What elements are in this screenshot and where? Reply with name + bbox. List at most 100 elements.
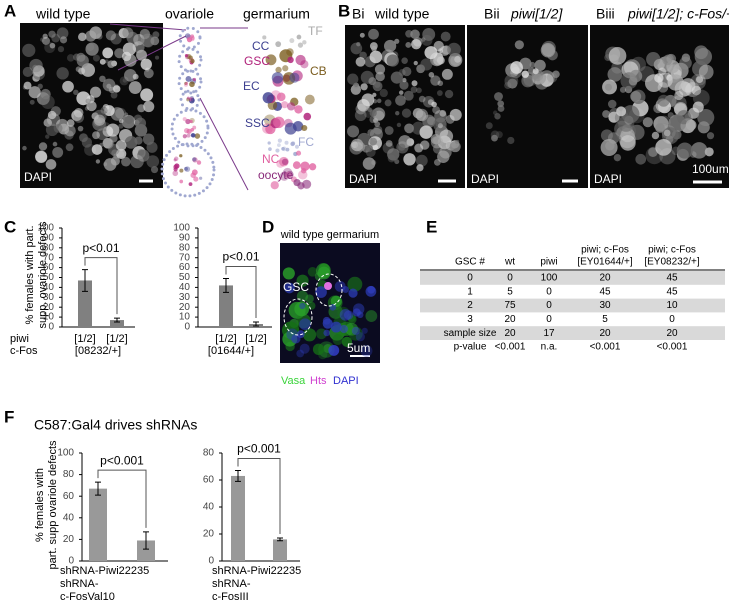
texture [302,179,312,189]
texture [190,58,195,64]
texture [343,310,354,320]
texture [118,118,124,124]
texture [66,119,75,127]
texture [124,136,138,149]
follicle [206,152,210,156]
texture [347,125,360,138]
texture [302,328,317,342]
follicle [198,35,202,39]
y-tick-label: 80 [63,469,75,480]
table-cell: 2 [467,300,473,311]
texture [620,135,636,151]
follicle [180,103,184,107]
stain-label: DAPI [24,170,52,184]
y-tick-label: 70 [179,252,191,263]
follicle [198,63,202,67]
texture [415,110,427,121]
texture [332,334,344,345]
texture [106,123,120,137]
zoom-line [199,97,249,191]
texture [280,101,289,109]
table-header: piwi [540,257,557,268]
texture [679,56,692,70]
follicle [186,69,190,73]
y-axis-label: supp. ovariole defects [37,221,49,329]
scale-label: 100um [692,162,729,176]
y-tick-label: 10 [43,312,55,323]
texture [76,54,89,67]
texture [494,113,501,120]
follicle [208,182,212,186]
texture [371,45,377,52]
follicle [193,193,197,197]
cell-label: SSC [245,116,270,130]
texture [323,329,330,337]
texture [45,123,59,137]
table-cell: 30 [599,300,611,311]
texture [403,90,414,101]
texture [424,46,438,60]
texture [339,308,352,321]
follicle [175,113,179,117]
texture [384,126,394,135]
texture [132,73,139,80]
texture [43,118,52,127]
texture [282,267,295,280]
x-tick-label: [1/2] [106,333,127,345]
y-tick-label: 80 [179,242,191,253]
texture [449,141,461,153]
follicle [199,77,203,81]
y-tick-label: 50 [179,272,191,283]
follicle [186,89,190,93]
texture [613,153,622,162]
texture [146,141,158,153]
art-layer [22,26,725,360]
texture [312,343,325,356]
texture [404,123,414,134]
texture [309,163,317,171]
texture [413,60,418,66]
y-axis-label: part. supp ovariole defects [47,440,59,570]
table-cell: 17 [543,328,555,339]
texture [374,64,386,75]
table-cell: 20 [666,328,678,339]
texture [192,77,197,82]
texture [188,182,193,187]
error-bar [114,317,120,323]
row-name: piwi [10,333,29,345]
follicle [180,143,184,147]
stain-label: DAPI [471,172,499,186]
follicle [181,92,185,96]
texture [106,83,112,89]
follicle [199,55,203,59]
texture [275,148,280,153]
table-cell: 100 [541,273,558,284]
follicle [203,136,207,140]
follicle [177,60,181,64]
texture [339,324,349,334]
follicle [160,172,164,176]
table-cell: 20 [599,273,611,284]
texture [630,90,642,102]
image-id: Biii [596,6,615,22]
cell-label: GSC [283,280,309,294]
texture [368,77,377,86]
outline [283,298,313,336]
texture [284,122,297,135]
bar [89,488,107,561]
texture [600,129,613,142]
texture [419,125,433,139]
texture [36,92,50,106]
x-tick-label: [1/2] [215,333,236,345]
texture [416,164,424,172]
table-cell: 0 [546,314,552,325]
follicle [163,181,167,185]
error-bar [223,277,229,293]
y-tick-label: 40 [43,282,55,293]
image-title: wild type [374,6,430,22]
follicle [201,189,205,193]
image-id: Bi [352,6,364,22]
texture [430,75,441,86]
texture [401,108,412,118]
texture [439,129,454,144]
